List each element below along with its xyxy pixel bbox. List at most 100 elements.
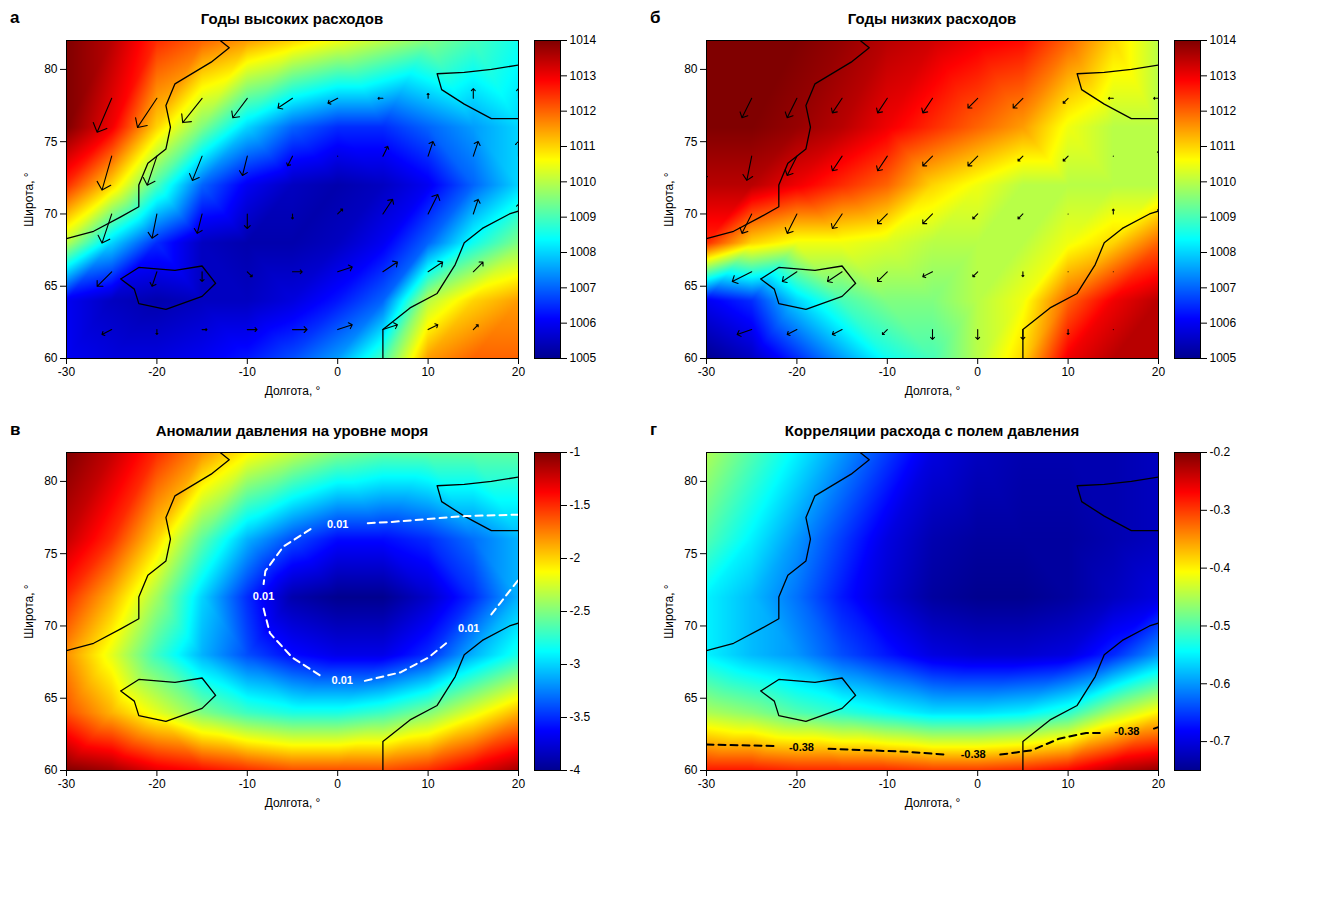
svg-text:0.01: 0.01: [327, 518, 348, 530]
svg-text:1012: 1012: [1210, 104, 1237, 118]
svg-text:80: 80: [44, 474, 58, 488]
svg-text:75: 75: [684, 547, 698, 561]
svg-text:20: 20: [1152, 365, 1166, 379]
svg-text:1005: 1005: [570, 351, 597, 365]
svg-text:80: 80: [44, 62, 58, 76]
html-text:в: в: [10, 420, 21, 439]
svg-text:60: 60: [684, 351, 698, 365]
svg-text:0: 0: [334, 777, 341, 791]
svg-text:20: 20: [512, 777, 526, 791]
svg-text:1011: 1011: [1210, 139, 1236, 153]
svg-text:Долгота, °: Долгота, °: [265, 796, 321, 810]
svg-text:Широта, °: Широта, °: [22, 584, 36, 638]
svg-text:-30: -30: [698, 365, 716, 379]
svg-text:70: 70: [44, 207, 58, 221]
svg-text:-0.38: -0.38: [1114, 725, 1139, 737]
svg-text:65: 65: [44, 691, 58, 705]
svg-text:1011: 1011: [570, 139, 596, 153]
svg-text:1006: 1006: [1210, 316, 1237, 330]
svg-text:Долгота, °: Долгота, °: [905, 384, 961, 398]
svg-text:-10: -10: [879, 365, 897, 379]
svg-text:-10: -10: [239, 777, 257, 791]
svg-text:-2.5: -2.5: [570, 604, 591, 618]
svg-text:-20: -20: [788, 365, 806, 379]
html-text:г: г: [650, 420, 658, 439]
svg-text:70: 70: [684, 207, 698, 221]
svg-text:Долгота, °: Долгота, °: [265, 384, 321, 398]
html-text:Годы высоких расходов: Годы высоких расходов: [200, 10, 384, 27]
svg-text:65: 65: [684, 691, 698, 705]
svg-text:65: 65: [44, 279, 58, 293]
svg-text:1010: 1010: [1210, 175, 1237, 189]
svg-text:75: 75: [44, 135, 58, 149]
svg-text:-10: -10: [239, 365, 257, 379]
svg-text:-0.5: -0.5: [1210, 619, 1231, 633]
svg-text:1009: 1009: [1210, 210, 1237, 224]
svg-text:20: 20: [1152, 777, 1166, 791]
svg-text:-0.2: -0.2: [1210, 445, 1231, 459]
svg-text:0: 0: [974, 777, 981, 791]
svg-text:-3.5: -3.5: [570, 710, 591, 724]
svg-text:1008: 1008: [1210, 245, 1237, 259]
svg-text:-30: -30: [58, 777, 76, 791]
svg-text:-30: -30: [58, 365, 76, 379]
svg-text:-0.38: -0.38: [961, 748, 986, 760]
svg-text:0.01: 0.01: [332, 674, 353, 686]
svg-text:60: 60: [684, 763, 698, 777]
svg-text:80: 80: [684, 62, 698, 76]
svg-text:-0.4: -0.4: [1210, 561, 1231, 575]
svg-text:-0.38: -0.38: [789, 741, 814, 753]
html-text:б: б: [650, 8, 661, 27]
svg-text:1013: 1013: [570, 69, 597, 83]
svg-text:1010: 1010: [570, 175, 597, 189]
svg-text:75: 75: [44, 547, 58, 561]
svg-text:20: 20: [512, 365, 526, 379]
svg-text:-1.5: -1.5: [570, 498, 591, 512]
svg-text:-4: -4: [570, 763, 581, 777]
svg-text:-0.6: -0.6: [1210, 677, 1231, 691]
svg-text:-20: -20: [148, 777, 166, 791]
svg-text:-10: -10: [879, 777, 897, 791]
svg-text:-30: -30: [698, 777, 716, 791]
svg-text:1007: 1007: [1210, 281, 1237, 295]
svg-text:-0.7: -0.7: [1210, 734, 1231, 748]
svg-text:1014: 1014: [570, 33, 597, 47]
svg-text:10: 10: [421, 777, 435, 791]
svg-text:10: 10: [1061, 777, 1075, 791]
svg-text:80: 80: [684, 474, 698, 488]
html-text:Корреляции расхода с полем дав: Корреляции расхода с полем давления: [784, 422, 1080, 439]
svg-text:65: 65: [684, 279, 698, 293]
svg-text:1007: 1007: [570, 281, 597, 295]
html-text:Аномалии давления на уровне мо: Аномалии давления на уровне моря: [155, 422, 429, 439]
svg-text:-3: -3: [570, 657, 581, 671]
svg-text:Широта, °: Широта, °: [662, 584, 676, 638]
svg-text:10: 10: [421, 365, 435, 379]
svg-text:Долгота, °: Долгота, °: [905, 796, 961, 810]
svg-text:-0.3: -0.3: [1210, 503, 1231, 517]
svg-text:1009: 1009: [570, 210, 597, 224]
svg-text:70: 70: [44, 619, 58, 633]
svg-text:1006: 1006: [570, 316, 597, 330]
svg-text:-1: -1: [570, 445, 581, 459]
svg-text:Широта, °: Широта, °: [662, 172, 676, 226]
svg-text:0: 0: [334, 365, 341, 379]
svg-text:60: 60: [44, 763, 58, 777]
svg-text:1012: 1012: [570, 104, 597, 118]
svg-text:1008: 1008: [570, 245, 597, 259]
svg-text:70: 70: [684, 619, 698, 633]
svg-text:1005: 1005: [1210, 351, 1237, 365]
svg-text:0.01: 0.01: [458, 622, 479, 634]
svg-text:-20: -20: [148, 365, 166, 379]
svg-text:0.01: 0.01: [253, 590, 274, 602]
svg-text:Широта, °: Широта, °: [22, 172, 36, 226]
svg-text:-2: -2: [570, 551, 581, 565]
svg-text:1013: 1013: [1210, 69, 1237, 83]
svg-text:60: 60: [44, 351, 58, 365]
svg-text:75: 75: [684, 135, 698, 149]
svg-text:10: 10: [1061, 365, 1075, 379]
svg-text:-20: -20: [788, 777, 806, 791]
html-text:Годы низких расходов: Годы низких расходов: [847, 10, 1017, 27]
svg-text:1014: 1014: [1210, 33, 1237, 47]
html-text:а: а: [10, 8, 20, 27]
svg-text:0: 0: [974, 365, 981, 379]
